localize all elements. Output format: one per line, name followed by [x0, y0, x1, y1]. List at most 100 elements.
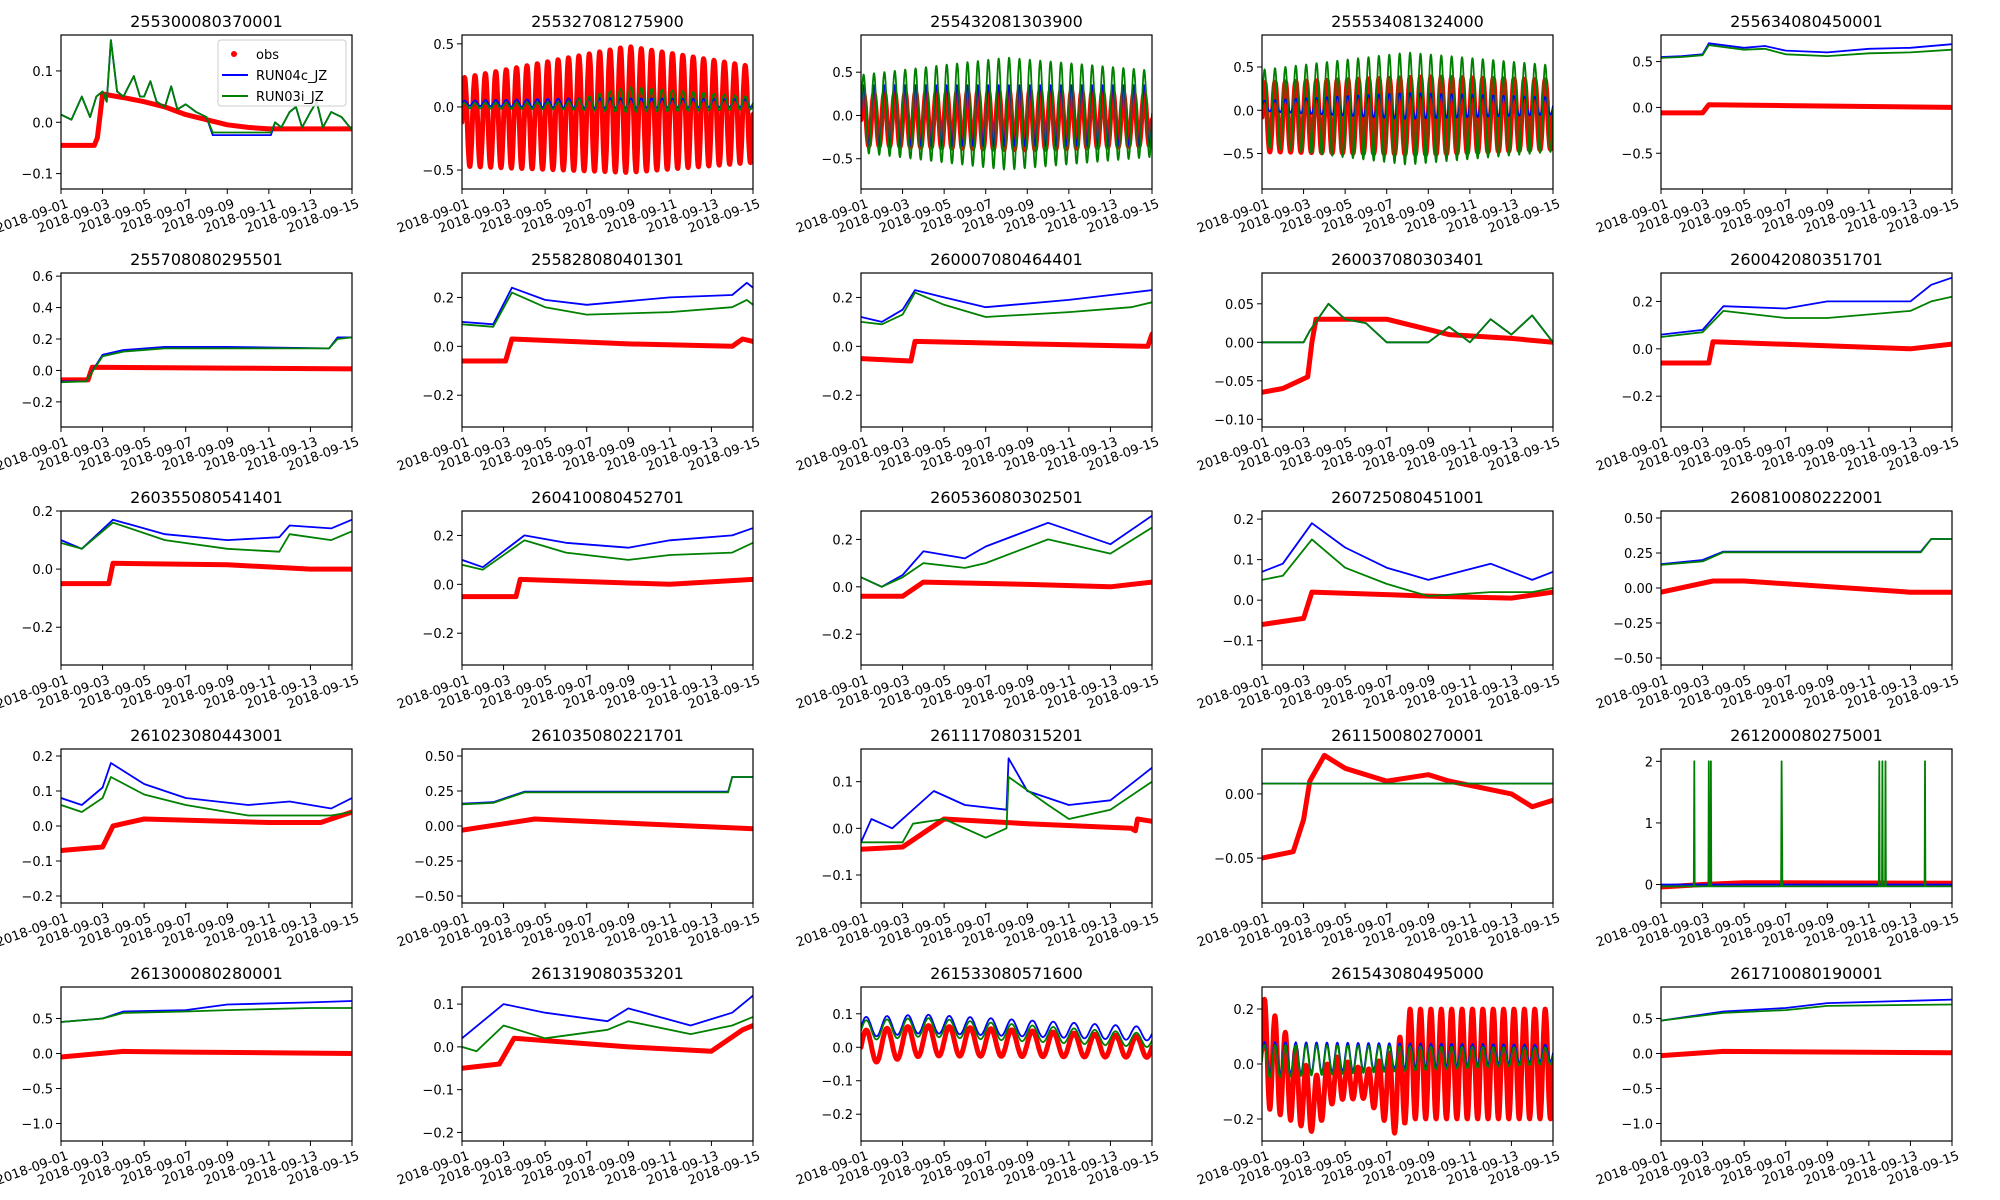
series-run04c: [61, 336, 352, 383]
series-run03i: [61, 336, 352, 384]
y-tick-label: 2: [1645, 755, 1653, 770]
legend-marker-obs: [231, 51, 237, 57]
series-run03i: [61, 1007, 352, 1023]
y-tick-label: 0.0: [1632, 343, 1653, 358]
y-tick-label: 0.2: [433, 291, 454, 306]
y-tick-label: −0.25: [414, 855, 454, 870]
subplot-261710080190001: 261710080190001−1.0−0.50.00.52018-09-012…: [1594, 964, 1961, 1189]
y-tick-label: −0.05: [1214, 852, 1254, 867]
series-obs: [1661, 339, 1952, 366]
subplot-title: 255634080450001: [1730, 12, 1883, 31]
axes-frame: [461, 510, 754, 666]
subplot-title: 260007080464401: [930, 250, 1083, 269]
y-tick-label: 0.5: [1632, 1013, 1653, 1028]
y-tick-label: −0.5: [821, 153, 853, 168]
y-tick-label: −0.2: [1621, 390, 1653, 405]
plot-area: [861, 1013, 1152, 1065]
y-tick-label: 0.2: [1632, 295, 1653, 310]
subplot-title: 261023080443001: [130, 726, 283, 745]
series-run03i: [1661, 760, 1952, 888]
legend-label: RUN03i_JZ: [256, 90, 324, 105]
series-obs: [1661, 1048, 1952, 1059]
series-run04c: [462, 994, 753, 1040]
y-tick-label: 0.0: [832, 1041, 853, 1056]
y-tick-label: 0.5: [1632, 56, 1653, 71]
y-tick-label: 0.00: [425, 820, 454, 835]
y-tick-label: 0.1: [32, 785, 53, 800]
y-tick-label: 0.0: [832, 581, 853, 596]
y-tick-label: −0.25: [1613, 617, 1653, 632]
y-tick-label: −0.5: [1621, 1083, 1653, 1098]
series-obs: [462, 1023, 753, 1071]
subplot-261117080315201: 261117080315201−0.10.00.12018-09-012018-…: [794, 726, 1161, 951]
series-run04c: [61, 762, 352, 810]
series-obs: [61, 364, 352, 383]
plot-area: [1262, 522, 1553, 627]
y-tick-label: −0.2: [422, 1126, 454, 1141]
y-tick-label: −1.0: [21, 1118, 53, 1133]
subplot-261319080353201: 261319080353201−0.2−0.10.00.12018-09-012…: [395, 964, 762, 1189]
series-obs: [1661, 578, 1952, 595]
subplot-title: 261543080495000: [1331, 964, 1484, 983]
y-tick-label: 1: [1645, 817, 1653, 832]
subplot-255534081324000: 255534081324000−0.50.00.52018-09-012018-…: [1195, 12, 1562, 237]
axes-frame: [60, 510, 353, 666]
y-tick-label: 0.1: [1233, 554, 1254, 569]
plot-area: [1661, 276, 1952, 366]
y-tick-label: 0.0: [433, 578, 454, 593]
series-obs: [61, 1048, 352, 1060]
series-run03i: [1661, 44, 1952, 59]
y-tick-label: −0.2: [422, 389, 454, 404]
plot-area: [1661, 538, 1952, 595]
subplot-title: 260042080351701: [1730, 250, 1883, 269]
y-tick-label: 0.1: [433, 998, 454, 1013]
subplot-title: 260037080303401: [1331, 250, 1484, 269]
series-run04c: [861, 1013, 1152, 1042]
series-obs: [1262, 316, 1553, 395]
y-tick-label: 0.2: [1233, 1003, 1254, 1018]
y-tick-label: −0.2: [821, 1108, 853, 1123]
plot-area: [61, 336, 352, 384]
series-run04c: [861, 289, 1152, 323]
y-tick-label: −0.5: [422, 164, 454, 179]
subplot-260355080541401: 260355080541401−0.20.00.22018-09-012018-…: [0, 488, 361, 713]
plot-area: [861, 289, 1152, 364]
y-tick-label: −0.1: [821, 869, 853, 884]
y-tick-label: 0.1: [832, 776, 853, 791]
subplot-title: 261117080315201: [930, 726, 1083, 745]
subplot-255327081275900: 255327081275900−0.50.00.52018-09-012018-…: [395, 12, 762, 237]
subplot-title: 260410080452701: [531, 488, 684, 507]
y-tick-label: 0.1: [32, 65, 53, 80]
y-tick-label: 0.2: [1233, 513, 1254, 528]
subplot-260037080303401: 260037080303401−0.10−0.050.000.052018-09…: [1195, 250, 1562, 475]
legend-box: [217, 39, 347, 107]
axes-frame: [1261, 34, 1554, 190]
series-run03i: [1262, 302, 1553, 344]
plot-area: [61, 518, 352, 587]
y-tick-label: −1.0: [1621, 1118, 1653, 1133]
subplot-261023080443001: 261023080443001−0.2−0.10.00.10.22018-09-…: [0, 726, 361, 951]
y-tick-label: −0.1: [422, 1084, 454, 1099]
subplot-title: 260355080541401: [130, 488, 283, 507]
subplot-255828080401301: 255828080401301−0.20.00.22018-09-012018-…: [395, 250, 762, 475]
y-tick-label: 0.50: [1624, 512, 1653, 527]
subplot-title: 260810080222001: [1730, 488, 1883, 507]
axes-frame: [1261, 748, 1554, 904]
y-tick-label: 0.1: [832, 1008, 853, 1023]
series-run04c: [1262, 522, 1553, 581]
subplot-title: 260536080302501: [930, 488, 1083, 507]
subplot-title: 255300080370001: [130, 12, 283, 31]
series-obs: [861, 331, 1152, 364]
series-obs: [462, 576, 753, 600]
axes-frame: [60, 748, 353, 904]
y-tick-label: −0.10: [1214, 413, 1254, 428]
subplot-title: 261150080270001: [1331, 726, 1484, 745]
series-obs: [861, 816, 1152, 852]
y-tick-label: 0.6: [32, 270, 53, 285]
y-tick-label: −0.5: [1621, 147, 1653, 162]
plot-area: [1661, 760, 1952, 890]
y-tick-label: 0.05: [1225, 298, 1254, 313]
y-tick-label: 0.0: [1233, 1058, 1254, 1073]
axes-frame: [1261, 272, 1554, 428]
